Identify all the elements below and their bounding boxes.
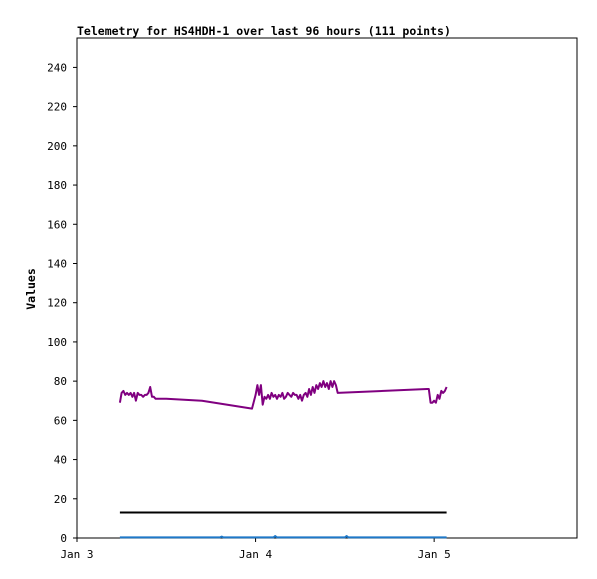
y-tick-label: 120	[47, 297, 67, 310]
series-line-3	[119, 535, 447, 539]
y-tick-label: 40	[54, 454, 67, 467]
chart-title: Telemetry for HS4HDH-1 over last 96 hour…	[77, 24, 451, 38]
x-tick-label: Jan 5	[418, 548, 451, 561]
y-tick-label: 60	[54, 414, 67, 427]
y-tick-label: 240	[47, 61, 67, 74]
y-tick-label: 160	[47, 218, 67, 231]
y-tick-label: 180	[47, 179, 67, 192]
y-tick-label: 100	[47, 336, 67, 349]
y-tick-label: 20	[54, 493, 67, 506]
series-line-1	[118, 380, 448, 410]
x-tick-label: Jan 3	[60, 548, 93, 561]
y-tick-label: 200	[47, 140, 67, 153]
series-group	[118, 380, 448, 539]
x-axis: Jan 3 Jan 4 Jan 5	[60, 538, 451, 561]
y-tick-label: 220	[47, 101, 67, 114]
y-tick-label: 0	[60, 532, 67, 545]
x-tick-label: Jan 4	[239, 548, 272, 561]
y-axis: 0 20 40 60 80 100 120 140 160 180 200 220 240	[47, 61, 77, 545]
y-tick-label: 80	[54, 375, 67, 388]
y-tick-label: 140	[47, 257, 67, 270]
y-axis-label: Values	[24, 268, 38, 310]
